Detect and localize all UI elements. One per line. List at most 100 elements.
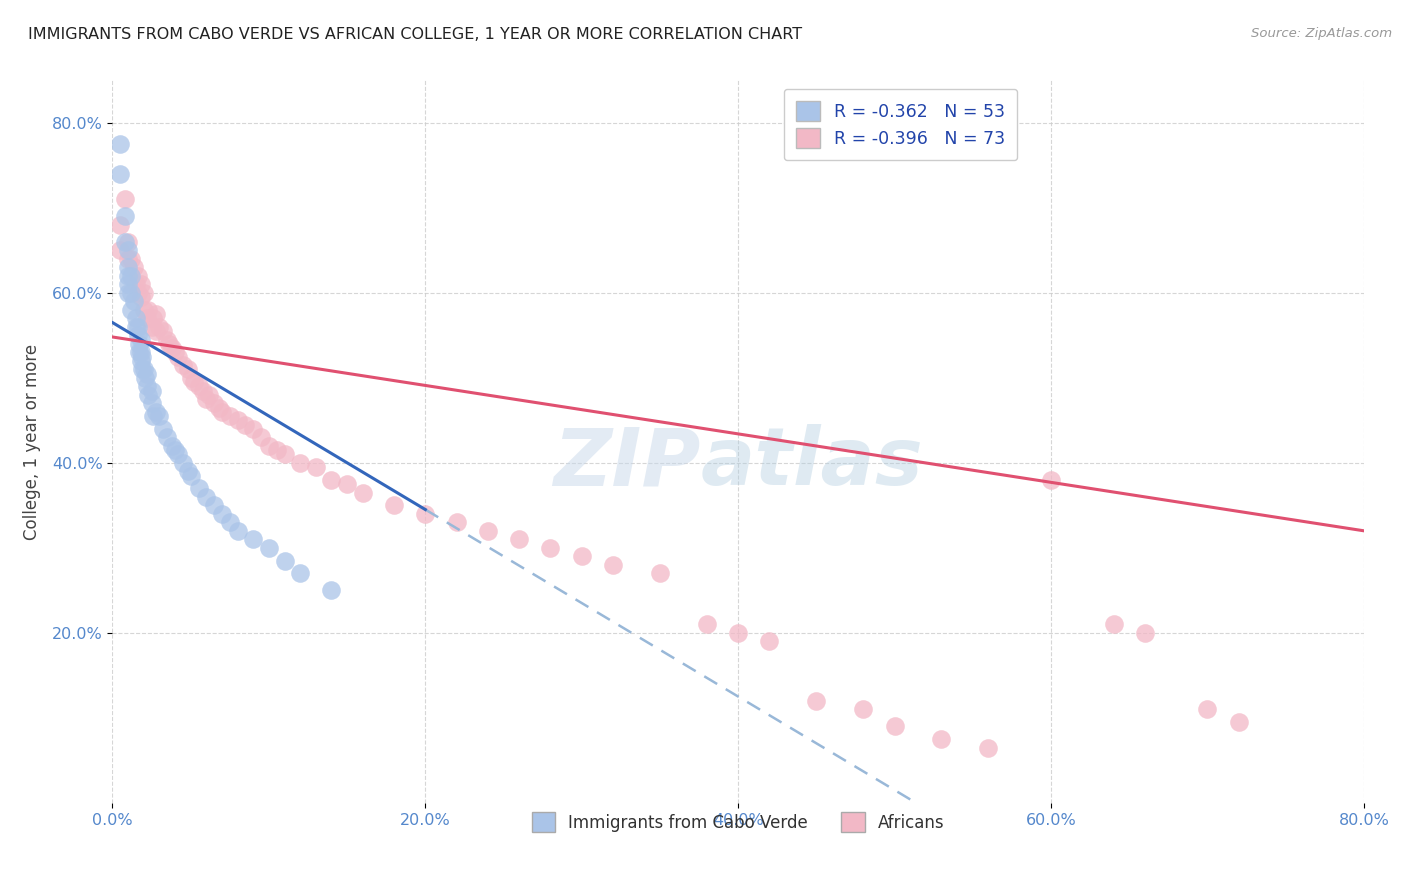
Point [160,341,183,355]
Point [131,362,153,376]
Point [602,558,624,572]
Point [415,507,437,521]
Point [141,396,163,410]
Point [124,294,146,309]
Point [571,549,593,564]
Point [114,209,136,223]
Point [242,533,264,547]
Point [176,362,198,376]
Point [235,417,257,432]
Point [120,285,142,300]
Point [852,702,875,716]
Point [883,719,905,733]
Point [132,285,155,300]
Point [160,439,183,453]
Point [124,260,146,275]
Point [142,311,165,326]
Point [290,566,312,581]
Point [142,409,165,423]
Point [129,290,152,304]
Text: Source: ZipAtlas.com: Source: ZipAtlas.com [1251,27,1392,40]
Point [257,541,280,555]
Point [508,533,530,547]
Point [127,328,149,343]
Point [727,625,749,640]
Point [208,401,231,415]
Legend: Immigrants from Cabo Verde, Africans: Immigrants from Cabo Verde, Africans [519,799,957,845]
Point [250,430,273,444]
Point [145,405,167,419]
Point [135,379,157,393]
Point [128,336,150,351]
Point [148,319,170,334]
Point [257,439,280,453]
Point [114,192,136,206]
Point [172,358,194,372]
Point [187,379,209,393]
Point [163,443,186,458]
Point [129,277,152,292]
Point [180,468,202,483]
Point [176,464,198,478]
Point [135,311,157,326]
Point [183,375,205,389]
Point [129,333,152,347]
Point [152,422,174,436]
Point [180,371,202,385]
Point [477,524,499,538]
Point [266,443,288,458]
Point [226,413,249,427]
Point [321,473,343,487]
Point [117,244,139,258]
Point [131,350,153,364]
Point [198,388,221,402]
Point [120,252,142,266]
Point [148,409,170,423]
Point [145,324,167,338]
Point [648,566,671,581]
Point [125,277,148,292]
Point [152,324,174,338]
Point [114,235,136,249]
Point [226,524,249,538]
Point [931,732,953,747]
Point [145,307,167,321]
Point [110,136,132,151]
Point [135,367,157,381]
Point [305,460,328,475]
Y-axis label: College, 1 year or more: College, 1 year or more [22,343,41,540]
Point [156,333,179,347]
Point [163,345,186,359]
Point [1133,625,1156,640]
Point [193,384,215,398]
Point [202,396,225,410]
Point [336,477,359,491]
Point [127,285,149,300]
Point [141,319,163,334]
Point [117,268,139,283]
Point [157,336,180,351]
Point [117,285,139,300]
Point [127,319,149,334]
Point [134,371,156,385]
Point [211,507,233,521]
Point [110,167,132,181]
Point [202,498,225,512]
Point [187,481,209,495]
Point [127,268,149,283]
Point [242,422,264,436]
Text: IMMIGRANTS FROM CABO VERDE VS AFRICAN COLLEGE, 1 YEAR OR MORE CORRELATION CHART: IMMIGRANTS FROM CABO VERDE VS AFRICAN CO… [28,27,803,42]
Point [211,405,233,419]
Point [977,740,1000,755]
Point [167,350,190,364]
Point [1102,617,1125,632]
Point [120,302,142,317]
Point [758,634,780,648]
Point [167,447,190,461]
Point [125,311,148,326]
Point [117,277,139,292]
Point [195,490,218,504]
Point [273,447,295,461]
Point [1227,714,1250,729]
Point [132,302,155,317]
